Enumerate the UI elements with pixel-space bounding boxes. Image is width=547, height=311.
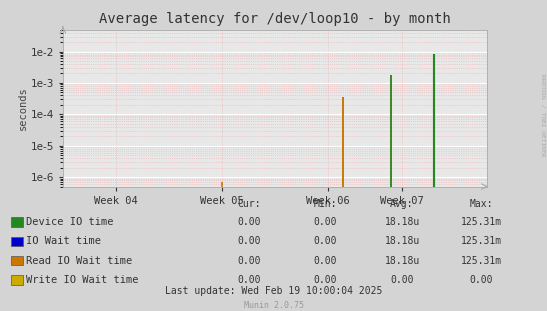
Text: 0.00: 0.00 [470,275,493,285]
Text: Max:: Max: [470,199,493,209]
Text: Munin 2.0.75: Munin 2.0.75 [243,301,304,310]
Text: 125.31m: 125.31m [461,236,502,246]
Text: RRDTOOL / TOBI OETIKER: RRDTOOL / TOBI OETIKER [541,74,546,156]
Text: Cur:: Cur: [237,199,260,209]
Text: Min:: Min: [314,199,337,209]
Y-axis label: seconds: seconds [18,86,28,130]
Text: 18.18u: 18.18u [385,217,420,227]
Text: Device IO time: Device IO time [26,217,114,227]
Text: 125.31m: 125.31m [461,217,502,227]
Text: Write IO Wait time: Write IO Wait time [26,275,139,285]
Text: 0.00: 0.00 [314,236,337,246]
Text: 0.00: 0.00 [237,275,260,285]
Text: 0.00: 0.00 [237,217,260,227]
Title: Average latency for /dev/loop10 - by month: Average latency for /dev/loop10 - by mon… [99,12,451,26]
Text: Last update: Wed Feb 19 10:00:04 2025: Last update: Wed Feb 19 10:00:04 2025 [165,286,382,296]
Text: 0.00: 0.00 [237,256,260,266]
Text: 0.00: 0.00 [314,217,337,227]
Text: Avg:: Avg: [391,199,414,209]
Text: 0.00: 0.00 [237,236,260,246]
Text: 125.31m: 125.31m [461,256,502,266]
Text: 18.18u: 18.18u [385,256,420,266]
Text: 0.00: 0.00 [391,275,414,285]
Text: 18.18u: 18.18u [385,236,420,246]
Text: 0.00: 0.00 [314,256,337,266]
Text: IO Wait time: IO Wait time [26,236,101,246]
Text: Read IO Wait time: Read IO Wait time [26,256,132,266]
Text: 0.00: 0.00 [314,275,337,285]
